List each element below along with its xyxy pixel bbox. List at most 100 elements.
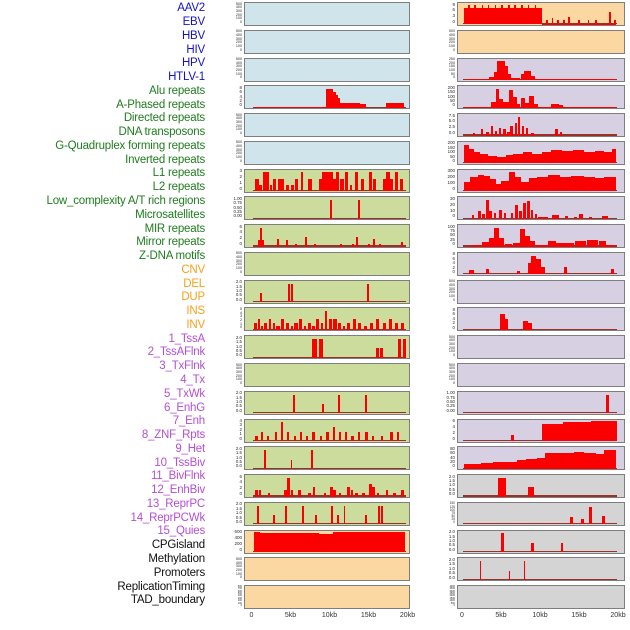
track-bar (333, 318, 337, 330)
y-tick-label: 0.5 (235, 459, 242, 465)
y-tick-label: 0.5 (235, 514, 242, 520)
y-tick-label: 0.5 (448, 542, 455, 548)
track-bar (313, 243, 316, 247)
track-bar (550, 103, 559, 108)
y-tick-label: 0 (452, 435, 455, 441)
y-tick-label: 100 (448, 349, 455, 354)
y-tick-label: 1.5 (235, 283, 242, 289)
y-tick-label: 0 (452, 213, 455, 219)
track-bar (376, 318, 380, 330)
track-plot (457, 474, 625, 499)
y-tick-label: 0.5 (235, 403, 242, 409)
track-bar (300, 172, 304, 192)
track-bar (522, 151, 533, 164)
track-bar (366, 283, 369, 303)
y-tick-label: 0 (239, 325, 242, 330)
track-bar (474, 245, 481, 247)
track-label: DEL (183, 277, 205, 290)
track-bar (349, 184, 353, 192)
track-bar (320, 436, 323, 442)
track-baseline (252, 245, 407, 247)
y-tick-label: 4 (239, 418, 242, 424)
track-bar (295, 178, 299, 192)
track-bar (595, 20, 597, 25)
track-plot (244, 224, 410, 249)
track-bar (380, 505, 383, 525)
track-bar (379, 243, 382, 247)
track-label: 15_Quies (157, 525, 205, 538)
track-label: G-Quadruplex forming repeats (55, 139, 205, 152)
track-label: CPGisland (151, 539, 205, 552)
track-bar (554, 129, 558, 136)
track-plot (244, 251, 410, 276)
track-bar (351, 436, 354, 442)
track-bar (493, 71, 498, 81)
track-plot (457, 113, 625, 138)
track-label: 13_ReprPC (146, 497, 205, 510)
y-tick-label: 0 (452, 75, 455, 80)
track-bar (527, 322, 533, 330)
y-tick-label: 1.0 (235, 343, 242, 349)
y-tick-label: 1.5 (448, 533, 455, 539)
y-tick-label: 100 (447, 149, 455, 155)
track-bar (307, 322, 311, 330)
x-tick-label: 10kb (532, 612, 548, 619)
track-bar (262, 172, 266, 192)
track-bar (257, 318, 261, 330)
track-bar (401, 490, 404, 497)
track-bar (332, 427, 335, 442)
y-tick-label: 0 (239, 75, 242, 80)
track-bar (518, 211, 523, 219)
y-tick-label: 300 (235, 369, 242, 374)
track-bar (601, 216, 608, 219)
track-bar (561, 151, 573, 164)
track-plot (457, 29, 625, 54)
track-bar (382, 178, 386, 192)
track-bar (363, 326, 367, 330)
y-tick-label: 300 (448, 286, 455, 291)
track-bar (486, 131, 489, 136)
track-bar (534, 5, 537, 25)
track-baseline (463, 78, 617, 81)
track-bar (530, 210, 533, 219)
y-tick-label: 2 (452, 320, 455, 326)
track-bar (505, 155, 514, 164)
track-bar (472, 133, 476, 136)
y-tick-label: 0.75 (446, 394, 455, 400)
track-bar (253, 322, 257, 330)
y-tick-label: 0 (452, 47, 455, 52)
y-tick-label: 200 (448, 60, 455, 65)
y-tick-label: 0.0 (448, 491, 455, 497)
y-tick-label: 8 (452, 251, 455, 257)
track-bar (464, 7, 543, 25)
track-bar (385, 490, 388, 497)
y-tick-label: 100 (448, 68, 455, 73)
track-bar (536, 244, 547, 247)
track-bar (293, 436, 296, 442)
y-tick-label: 500 (448, 279, 455, 284)
y-tick-label: 80 (450, 445, 455, 451)
y-tick-label: 500 (448, 334, 455, 339)
track-bar (482, 242, 489, 247)
track-label: EBV (182, 15, 206, 28)
y-tick-label: 0.5 (235, 292, 242, 298)
y-tick-label: 100 (235, 571, 242, 576)
track-bar (350, 490, 353, 497)
track-bar (267, 436, 270, 442)
y-tick-label: 500 (450, 601, 455, 605)
track-bar (287, 477, 290, 497)
y-tick-label: 1.0 (235, 399, 242, 405)
y-tick-label: 20 (449, 201, 455, 207)
track-label: 12_EnhBiv (151, 484, 205, 497)
track-bar (479, 154, 488, 164)
track-plot (244, 140, 410, 165)
track-baseline (463, 134, 617, 136)
y-tick-label: 200 (447, 140, 455, 146)
y-tick-label: 100 (448, 43, 455, 48)
track-bar (536, 176, 548, 192)
y-tick-label: 1.0 (235, 510, 242, 516)
y-tick-label: 200 (447, 173, 455, 179)
track-bar (466, 245, 473, 247)
track-bar (473, 152, 480, 164)
track-bar (302, 505, 305, 525)
